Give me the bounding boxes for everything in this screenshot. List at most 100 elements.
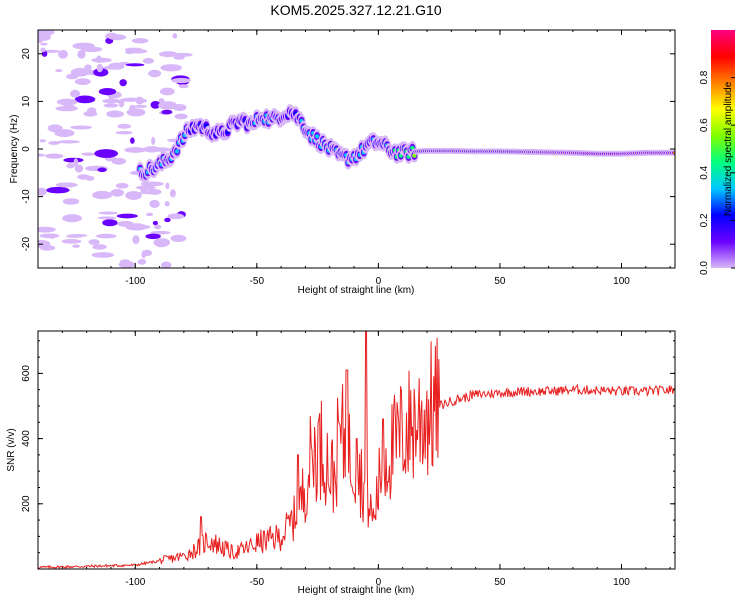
snr-xtick-label: 50: [494, 577, 506, 588]
spectrogram-cell: [130, 137, 135, 144]
spectrogram-ytick-label: -20: [21, 237, 32, 252]
snr-panel: -100 -50 0 50 100 200 400 600 Height of straigh…: [6, 330, 676, 596]
spectrogram-cell: [92, 244, 107, 250]
spectrogram-cell: [134, 104, 147, 108]
spectrogram-cell: [169, 189, 176, 198]
colorbar-tick-label: 0.0: [699, 261, 710, 275]
spectrogram-cell: [95, 233, 117, 239]
spectrogram-cell: [145, 233, 161, 240]
spectrogram-cell: [72, 244, 80, 248]
spectrogram-cell: [74, 164, 84, 173]
spectrogram-cell: [142, 249, 153, 257]
spectrogram-cell: [38, 153, 46, 157]
colorbar-gradient: [711, 30, 735, 268]
spectrogram-cell: [117, 123, 132, 129]
spectrogram-cell: [84, 64, 92, 71]
snr-ticks: -100 -50 0 50 100 200 400 600: [21, 331, 675, 588]
spectrogram-cell: [119, 259, 131, 265]
spectrogram-xtick-label: 50: [494, 276, 506, 287]
spectrogram-cell: [178, 84, 189, 89]
spectrogram-cell: [67, 233, 88, 238]
spectrogram-cell: [140, 186, 147, 194]
spectrogram-cell: [39, 233, 60, 239]
spectrogram-cell: [81, 152, 96, 156]
spectrogram-cell: [161, 261, 172, 268]
spectrogram-cell: [126, 108, 146, 117]
spectrogram-cell: [125, 48, 148, 54]
spectrogram-cell: [672, 151, 675, 155]
spectrogram-cell: [41, 50, 48, 57]
spectrogram-cell: [170, 234, 187, 243]
spectrogram-cell: [94, 149, 119, 158]
spectrogram-cell: [39, 245, 56, 251]
spectrogram-cell: [148, 69, 162, 78]
spectrogram-cell: [73, 158, 79, 167]
spectrogram-cell: [103, 103, 119, 108]
spectrogram-cell: [98, 88, 117, 96]
spectrogram-cell: [172, 33, 178, 39]
figure-title: KOM5.2025.327.12.21.G10: [270, 2, 442, 18]
spectrogram-cell: [121, 97, 140, 102]
spectrogram-cell: [111, 157, 126, 165]
snr-ytick-label: 200: [21, 495, 32, 512]
spectrogram-cell: [171, 77, 191, 84]
spectrogram-xtick-label: -100: [125, 276, 145, 287]
spectrogram-cell: [93, 68, 109, 77]
spectrogram-ytick-label: 20: [21, 48, 32, 60]
spectrogram-cell: [142, 57, 155, 64]
spectrogram-cell: [412, 153, 417, 158]
spectrogram-cell: [46, 186, 70, 194]
spectrogram-cell: [38, 187, 47, 196]
spectrogram-cell: [153, 238, 171, 247]
spectrogram-cell: [150, 230, 171, 235]
spectrogram-cell: [63, 157, 84, 163]
colorbar-tick-label: 0.6: [699, 118, 710, 132]
spectrogram-cell: [167, 213, 185, 220]
spectrogram-cell: [146, 212, 154, 217]
spectrogram-cell: [115, 130, 133, 135]
spectrogram-cell: [174, 149, 180, 154]
spectrogram-cell: [48, 141, 60, 145]
spectrogram-cell: [131, 38, 149, 44]
spectrogram-cell: [110, 188, 124, 197]
snr-xtick-label: 100: [613, 577, 630, 588]
spectrogram-cell: [314, 134, 320, 139]
snr-ytick-label: 400: [21, 430, 32, 447]
spectrogram-cell: [108, 95, 113, 101]
spectrogram-cell: [102, 219, 118, 227]
spectrogram-cell: [125, 63, 145, 67]
spectrogram-cell: [97, 216, 117, 220]
snr-xtick-label: -100: [125, 577, 145, 588]
spectrogram-cell: [74, 78, 91, 85]
spectrogram-cell: [151, 136, 156, 145]
spectrogram-cell: [66, 163, 75, 169]
spectrogram-cell: [55, 105, 78, 112]
spectrogram-cell: [39, 139, 46, 143]
spectrogram-cell: [72, 42, 95, 50]
spectrogram-cell: [88, 239, 100, 245]
spectrogram-xlabel: Height of straight line (km): [298, 285, 415, 296]
spectrogram-cell: [125, 190, 142, 200]
spectrogram-cell: [38, 33, 52, 42]
spectrogram-cell: [56, 98, 78, 106]
spectrogram-cell: [57, 140, 80, 144]
spectrogram-cell: [96, 55, 102, 64]
colorbar-tick-label: 0.8: [699, 70, 710, 84]
snr-xlabel: Height of straight line (km): [298, 585, 415, 596]
colorbar-tick-label: 0.4: [699, 165, 710, 179]
spectrogram-cell: [77, 49, 86, 59]
spectrogram-ytick-label: -10: [21, 189, 32, 204]
spectrogram-cell: [115, 182, 129, 189]
snr-series: [38, 331, 675, 569]
colorbar-tick-label: 0.2: [699, 213, 710, 227]
spectrogram-cell: [62, 198, 80, 205]
spectrogram-cell: [149, 199, 160, 208]
spectrogram-cell: [164, 201, 170, 207]
spectrogram-cell: [153, 147, 172, 152]
spectrogram-ytick-label: 10: [21, 95, 32, 107]
spectrogram-cell: [108, 34, 127, 41]
spectrogram-cell: [70, 125, 92, 130]
spectrogram-cell: [46, 155, 63, 159]
